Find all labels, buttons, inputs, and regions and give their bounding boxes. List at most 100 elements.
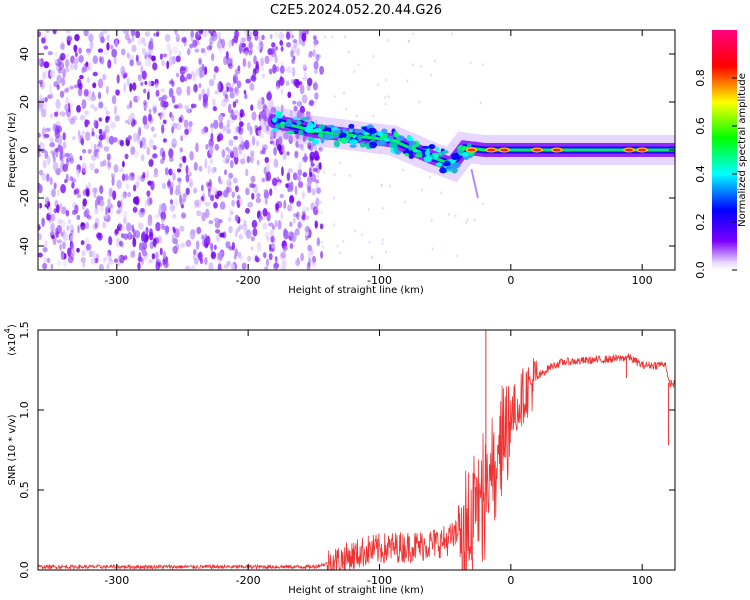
noise-speckle: [225, 158, 230, 164]
noise-speckle: [77, 134, 82, 144]
noise-speckle: [137, 37, 143, 46]
noise-speckle: [136, 175, 140, 182]
noise-speckle: [244, 93, 248, 100]
noise-speckle: [138, 242, 144, 251]
noise-speckle: [106, 263, 110, 270]
noise-speckle: [70, 248, 76, 256]
noise-speckle: [186, 48, 191, 56]
signal-blob: [369, 141, 378, 149]
noise-speckle: [46, 257, 51, 264]
noise-speckle: [121, 173, 126, 182]
noise-speckle: [193, 187, 198, 194]
noise-speckle: [229, 159, 234, 169]
snr-y-ticks: 0.0 0.5 1.0 1.5: [18, 321, 675, 579]
noise-speckle: [43, 45, 49, 50]
noise-speckle: [447, 212, 450, 216]
signal-hotspot: [467, 148, 476, 152]
signal-hotspot: [500, 148, 509, 152]
noise-speckle: [104, 125, 110, 134]
noise-speckle: [59, 90, 65, 98]
noise-speckle: [466, 218, 469, 222]
noise-speckle: [251, 192, 255, 200]
noise-speckle: [140, 81, 144, 87]
noise-speckle: [239, 158, 246, 165]
noise-speckle: [288, 201, 294, 212]
noise-speckle: [180, 66, 187, 72]
noise-speckle: [120, 226, 126, 231]
noise-speckle: [82, 112, 88, 118]
x-tick-label: -100: [367, 274, 392, 287]
signal-blob: [467, 143, 472, 148]
noise-speckle: [270, 135, 275, 141]
noise-speckle: [168, 80, 173, 85]
signal-blob: [411, 144, 416, 152]
noise-speckle: [227, 149, 233, 154]
noise-speckle: [66, 34, 73, 41]
x-tick-label: -300: [104, 274, 129, 287]
noise-speckle: [56, 65, 62, 71]
noise-speckle: [85, 188, 90, 197]
signal-blob: [388, 141, 398, 149]
noise-speckle: [272, 262, 279, 270]
noise-speckle: [104, 106, 108, 111]
noise-speckle: [45, 30, 50, 34]
noise-speckle: [286, 151, 290, 156]
noise-speckle: [293, 78, 299, 87]
noise-speckle: [54, 136, 59, 143]
noise-speckle: [159, 247, 163, 256]
noise-speckle: [105, 206, 109, 215]
noise-speckle: [99, 161, 105, 168]
noise-speckle: [71, 181, 75, 189]
noise-speckle: [312, 48, 316, 58]
noise-speckle: [120, 48, 126, 56]
noise-speckle: [149, 197, 153, 205]
noise-speckle: [75, 52, 78, 58]
noise-speckle: [263, 266, 269, 270]
noise-speckle: [90, 94, 97, 102]
noise-speckle: [143, 100, 147, 106]
noise-speckle: [177, 177, 182, 183]
noise-speckle: [44, 69, 49, 79]
noise-speckle: [78, 47, 82, 55]
noise-speckle: [323, 170, 326, 174]
noise-speckle: [61, 77, 66, 87]
noise-speckle: [285, 66, 292, 74]
noise-speckle: [69, 232, 75, 243]
noise-speckle: [319, 65, 325, 75]
noise-speckle: [131, 44, 137, 53]
noise-speckle: [257, 100, 263, 110]
noise-speckle: [338, 161, 341, 165]
noise-speckle: [52, 151, 56, 159]
x-tick-label: -300: [104, 574, 129, 587]
noise-speckle: [88, 250, 93, 258]
noise-speckle: [235, 214, 239, 222]
noise-speckle: [145, 170, 150, 180]
noise-speckle: [107, 161, 112, 168]
noise-speckle: [254, 124, 259, 131]
snr-x-ticks: -300 -200 -100 0 100: [104, 330, 653, 587]
noise-speckle: [127, 174, 133, 181]
noise-speckle: [312, 255, 316, 263]
noise-speckle: [59, 146, 64, 155]
noise-speckle: [130, 30, 136, 37]
noise-speckle: [287, 230, 292, 237]
noise-speckle: [200, 47, 206, 54]
noise-speckle: [136, 130, 141, 140]
noise-speckle: [213, 119, 219, 130]
noise-speckle: [142, 230, 146, 241]
noise-speckle: [107, 59, 112, 69]
noise-speckle: [275, 85, 280, 91]
noise-speckle: [234, 68, 241, 75]
noise-speckle: [296, 175, 301, 182]
noise-speckle: [160, 88, 166, 93]
noise-speckle: [252, 30, 259, 37]
noise-speckle: [41, 142, 45, 152]
noise-speckle: [50, 213, 56, 222]
noise-speckle: [182, 155, 187, 164]
noise-speckle: [80, 138, 85, 146]
noise-speckle: [168, 87, 174, 98]
noise-speckle: [190, 229, 196, 236]
noise-speckle: [473, 218, 476, 222]
noise-speckle: [106, 134, 109, 144]
noise-speckle: [135, 181, 140, 188]
